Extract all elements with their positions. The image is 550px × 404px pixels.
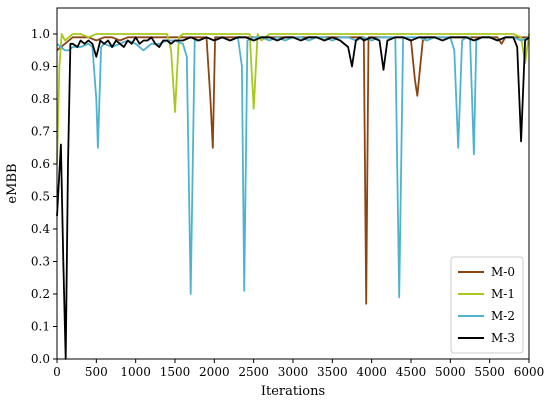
x-tick-label: 2000 (199, 365, 230, 379)
y-tick-label: 0.5 (31, 190, 50, 204)
legend-box (450, 256, 524, 354)
x-tick-label: 2500 (238, 365, 269, 379)
y-tick-label: 0.3 (31, 255, 50, 269)
y-tick-label: 0.2 (31, 287, 50, 301)
y-tick-label: 0.8 (31, 92, 50, 106)
y-tick-label: 0.6 (31, 157, 50, 171)
x-tick-label: 500 (85, 365, 108, 379)
x-tick-label: 6000 (514, 365, 545, 379)
x-tick-label: 1000 (120, 365, 151, 379)
y-axis-ticks: 0.0 0.1 0.2 0.3 0.4 0.5 0.6 0.7 0.8 0.9 1.0 (31, 27, 57, 366)
x-axis-ticks: 0 500 1000 1500 2000 2500 3000 3500 4000 4500 5000… (53, 359, 544, 379)
x-tick-label: 3500 (317, 365, 348, 379)
y-tick-label: 0.0 (31, 352, 50, 366)
x-axis-label: Iterations (261, 384, 325, 399)
y-axis-label: eMBB (5, 163, 20, 203)
y-tick-label: 1.0 (31, 27, 50, 41)
x-tick-label: 4000 (356, 365, 387, 379)
legend-label-m-0: M-0 (491, 265, 515, 279)
y-tick-label: 0.9 (31, 60, 50, 74)
series-line-m-1 (56, 33, 530, 165)
x-tick-label: 5500 (474, 365, 505, 379)
x-tick-label: 5000 (435, 365, 466, 379)
y-tick-label: 0.1 (31, 320, 50, 334)
series-line-m-2 (56, 36, 530, 299)
series-line-m-3 (56, 36, 530, 360)
legend-label-m-3: M-3 (491, 331, 515, 345)
legend: M-0 M-1 M-2 M-3 (450, 256, 524, 354)
legend-label-m-1: M-1 (491, 287, 515, 301)
legend-label-m-2: M-2 (491, 309, 515, 323)
x-tick-label: 1500 (160, 365, 191, 379)
x-tick-label: 3000 (278, 365, 309, 379)
x-tick-label: 4500 (396, 365, 427, 379)
x-tick-label: 0 (53, 365, 61, 379)
y-tick-label: 0.4 (31, 222, 50, 236)
y-tick-label: 0.7 (31, 125, 50, 139)
series-lines (56, 33, 530, 360)
